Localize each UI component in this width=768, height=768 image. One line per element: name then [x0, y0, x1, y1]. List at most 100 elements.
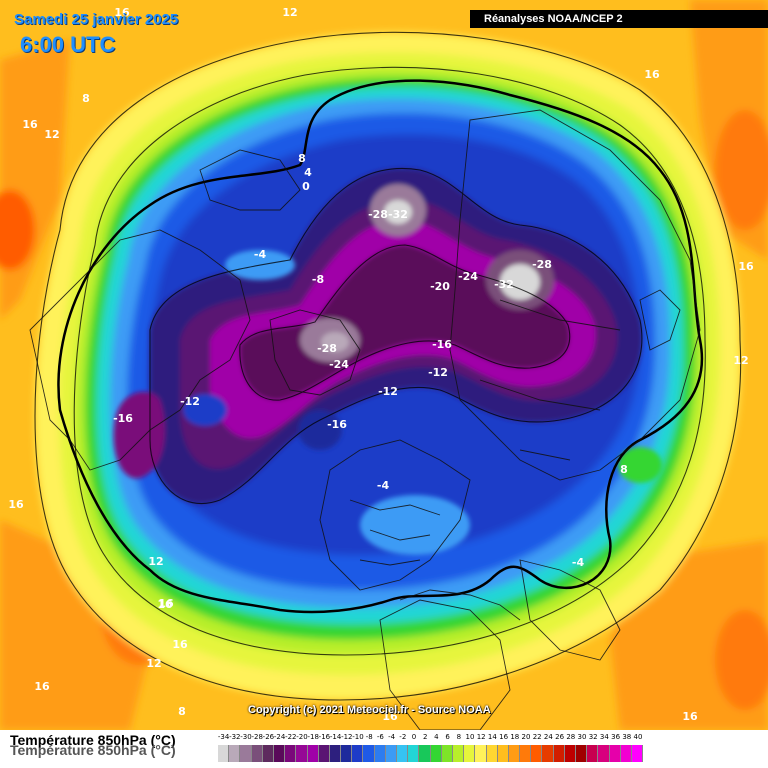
legend-swatch	[352, 745, 364, 762]
legend-value-label: 26	[555, 733, 565, 741]
legend-swatch	[520, 745, 532, 762]
forecast-time: 6:00 UTC	[20, 32, 116, 57]
copyright-notice: Copyright (c) 2021 Meteociel.fr - Source…	[248, 704, 491, 716]
legend-swatch	[273, 745, 286, 762]
legend-value-label: 16	[499, 733, 509, 741]
coastline-europe	[319, 439, 471, 591]
isotherm-contour-12	[34, 31, 742, 701]
isotherm-value-label: 16	[22, 118, 38, 131]
forecast-date: Samedi 25 janvier 2025	[14, 11, 179, 28]
legend-value-label: -32	[229, 733, 241, 741]
isotherm-value-label: -28	[368, 208, 388, 221]
legend-swatch	[385, 745, 397, 762]
legend-swatch	[397, 745, 409, 762]
source-banner: Réanalyses NOAA/NCEP 2	[470, 10, 768, 28]
isotherm-value-label: 16	[644, 68, 660, 81]
legend-value-label: 18	[510, 733, 520, 741]
legend-value-label: 10	[465, 733, 475, 741]
isotherm-value-label: -4	[377, 479, 390, 492]
legend-swatch	[486, 745, 498, 762]
coastline-north-america	[29, 229, 251, 471]
legend-swatch	[508, 745, 521, 762]
legend-swatch	[576, 745, 588, 762]
legend-swatch	[374, 745, 386, 762]
legend-value-label: -4	[388, 733, 396, 741]
legend-swatch	[475, 745, 487, 762]
hot-zone-southwest	[0, 520, 150, 730]
legend-value-label: 8	[456, 733, 462, 741]
legend-value-label: -16	[318, 733, 331, 741]
isotherm-value-label: 16	[158, 597, 174, 610]
isotherm-value-label: -28	[317, 342, 337, 355]
legend-title-shadow: Température 850hPa (°C)	[10, 742, 176, 758]
legend-swatch	[430, 745, 442, 762]
isotherm-value-label: 16	[114, 6, 130, 19]
legend-swatch	[464, 745, 476, 762]
legend-value-label: -28	[251, 733, 263, 741]
legend-title: Température 850hPa (°C) Température 850h…	[10, 733, 176, 757]
cold-pocket-siberia-core	[500, 264, 540, 300]
coastline-alaska	[199, 149, 301, 211]
legend-swatch	[329, 745, 342, 762]
isotherm-value-label: -4	[254, 248, 267, 261]
legend-swatch	[318, 745, 330, 762]
coastline-asia	[449, 109, 701, 481]
cold-pocket-arctic-core	[384, 200, 412, 224]
legend-value-label: 32	[588, 733, 598, 741]
isotherm-value-label: -12	[378, 385, 398, 398]
cold-cell-atlantic	[298, 410, 342, 450]
warm-spot-east	[715, 110, 768, 230]
legend-value-label: -20	[296, 733, 308, 741]
legend-value-label: 12	[476, 733, 486, 741]
mild-pocket-europe	[360, 495, 470, 555]
legend-swatch	[408, 745, 420, 762]
legend-value-label: 2	[422, 733, 428, 741]
isotherm-value-label: 12	[44, 128, 59, 141]
legend-value-label: -10	[352, 733, 364, 741]
legend-swatch	[218, 745, 230, 762]
warm-spot-southeast	[715, 610, 768, 710]
legend-value-label: 40	[633, 733, 643, 741]
isotherm-value-label: 12	[148, 555, 163, 568]
isotherm-value-label: -24	[458, 270, 478, 283]
isotherm-value-label: 8	[178, 705, 186, 718]
cold-pocket-greenland-core	[321, 332, 349, 352]
isotherm-value-label: -24	[329, 358, 349, 371]
isotherm-value-label: -16	[113, 412, 133, 425]
mild-pocket-asia	[618, 447, 662, 483]
legend-swatch	[240, 745, 252, 762]
isotherm-value-label: 16	[172, 638, 188, 651]
isotherm-value-label: -20	[430, 280, 450, 293]
isotherm-value-label: -12	[428, 366, 448, 379]
legend-swatch	[631, 745, 644, 762]
isotherm-value-label: 12	[733, 354, 748, 367]
legend-value-label: 22	[532, 733, 542, 741]
legend-value-label: 20	[521, 733, 531, 741]
legend-swatch	[497, 745, 509, 762]
legend-value-label: -12	[341, 733, 353, 741]
isotherm-value-label: 16	[34, 680, 50, 693]
legend-value-label: -24	[273, 733, 286, 741]
legend-swatch	[363, 745, 375, 762]
legend-swatch	[620, 745, 632, 762]
legend-swatch	[262, 745, 274, 762]
coastline-middle-east	[519, 559, 621, 661]
isotherm-value-label: 8	[82, 92, 90, 105]
isotherm-value-label: 16	[8, 498, 24, 511]
legend-swatch	[564, 745, 576, 762]
legend-swatch	[285, 745, 297, 762]
legend-value-label: 4	[434, 733, 439, 741]
isotherm-value-label: 0	[302, 180, 310, 193]
isotherm-value-label: 16	[682, 710, 698, 723]
isotherm-value-label: 8	[298, 152, 306, 165]
isotherm-value-label: -4	[572, 556, 585, 569]
isotherm-value-label: -32	[494, 278, 514, 291]
legend-value-label: -18	[307, 733, 319, 741]
legend-value-label: -22	[285, 733, 297, 741]
coastline-greenland	[269, 309, 361, 396]
legend-value-label: 36	[611, 733, 621, 741]
isotherm-contour-0	[57, 79, 704, 614]
warm-spot-west	[0, 190, 35, 270]
